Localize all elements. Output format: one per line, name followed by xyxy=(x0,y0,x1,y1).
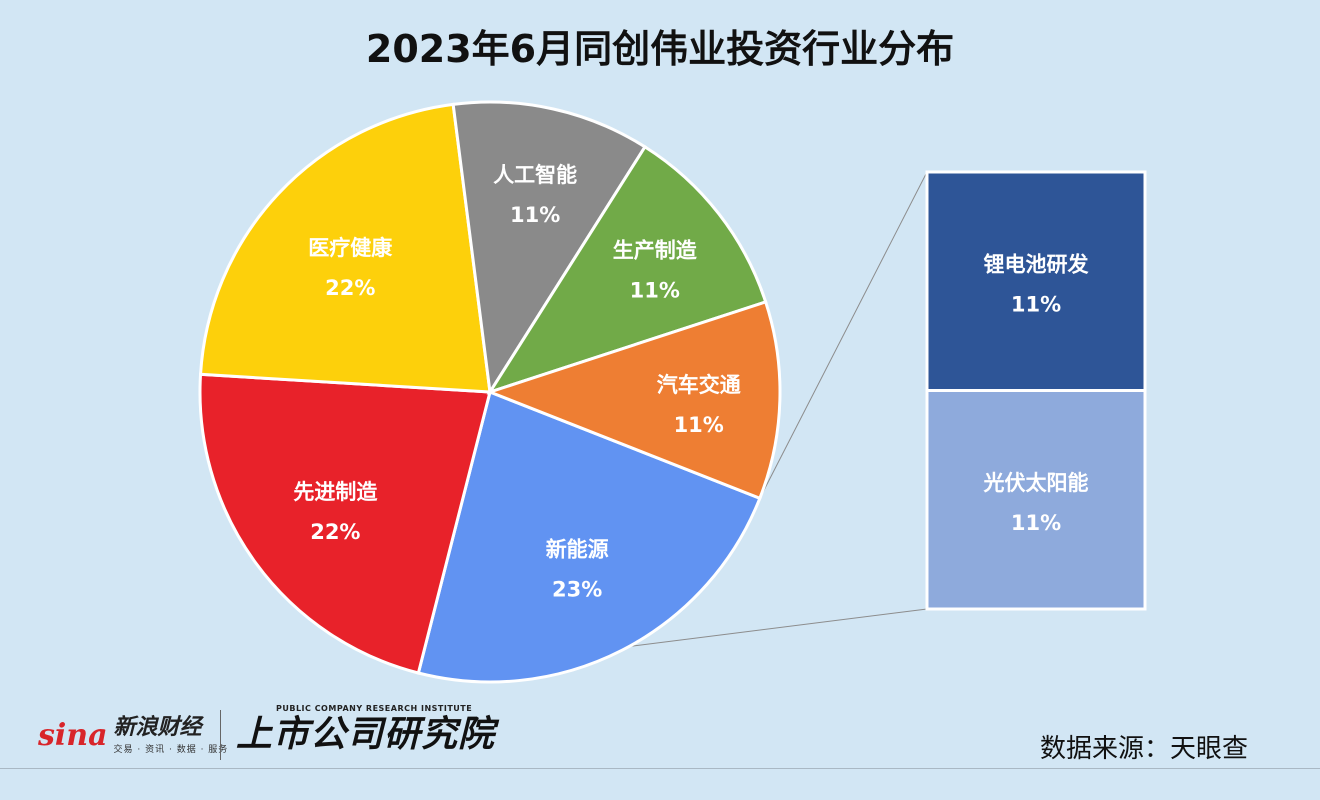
pie-slice-2 xyxy=(198,102,492,394)
slice-value-0: 23% xyxy=(552,577,602,601)
data-source: 数据来源：天眼查 xyxy=(1039,734,1248,764)
institute-logo: PUBLIC COMPANY RESEARCH INSTITUTE 上市公司研究… xyxy=(236,704,495,757)
breakdown-value-0: 11% xyxy=(1011,292,1061,316)
sina-finance-name: 新浪财经 xyxy=(113,714,202,740)
breakdown-label-1: 光伏太阳能 xyxy=(983,471,1089,495)
connector-line-top xyxy=(759,171,928,499)
sina-finance-tagline: 交易 · 资讯 · 数据 · 服务 xyxy=(113,744,229,755)
institute-name-en: PUBLIC COMPANY RESEARCH INSTITUTE xyxy=(276,704,473,713)
pie-slice-1 xyxy=(198,372,492,675)
slice-label-5: 汽车交通 xyxy=(657,373,741,397)
pie-slice-3 xyxy=(451,100,648,397)
slice-label-4: 生产制造 xyxy=(613,239,698,263)
institute-name-cn: 上市公司研究院 xyxy=(236,714,496,755)
chart-title: 2023年6月同创伟业投资行业分布 xyxy=(365,27,955,71)
breakdown-value-1: 11% xyxy=(1011,511,1061,535)
pie-slice-4 xyxy=(486,144,768,395)
slice-value-5: 11% xyxy=(674,413,724,437)
sina-wordmark: sina xyxy=(38,717,108,753)
pie-slice-0 xyxy=(416,389,762,684)
slice-label-3: 人工智能 xyxy=(493,163,577,187)
slice-value-1: 22% xyxy=(310,520,360,544)
slice-label-2: 医疗健康 xyxy=(308,236,393,260)
slice-value-3: 11% xyxy=(510,203,560,227)
pie-slice-5 xyxy=(485,300,782,501)
slice-value-2: 22% xyxy=(325,276,375,300)
sina-finance-logo: sina 新浪财经 交易 · 资讯 · 数据 · 服务 xyxy=(38,710,228,760)
footer-divider xyxy=(0,768,1320,769)
slice-label-0: 新能源 xyxy=(546,537,609,561)
breakdown-segment-0 xyxy=(925,170,1147,392)
breakdown-segment-1 xyxy=(925,389,1147,611)
breakdown-label-0: 锂电池研发 xyxy=(984,252,1090,276)
slice-label-1: 先进制造 xyxy=(293,480,378,504)
slice-value-4: 11% xyxy=(630,279,680,303)
logo-divider xyxy=(220,710,221,760)
